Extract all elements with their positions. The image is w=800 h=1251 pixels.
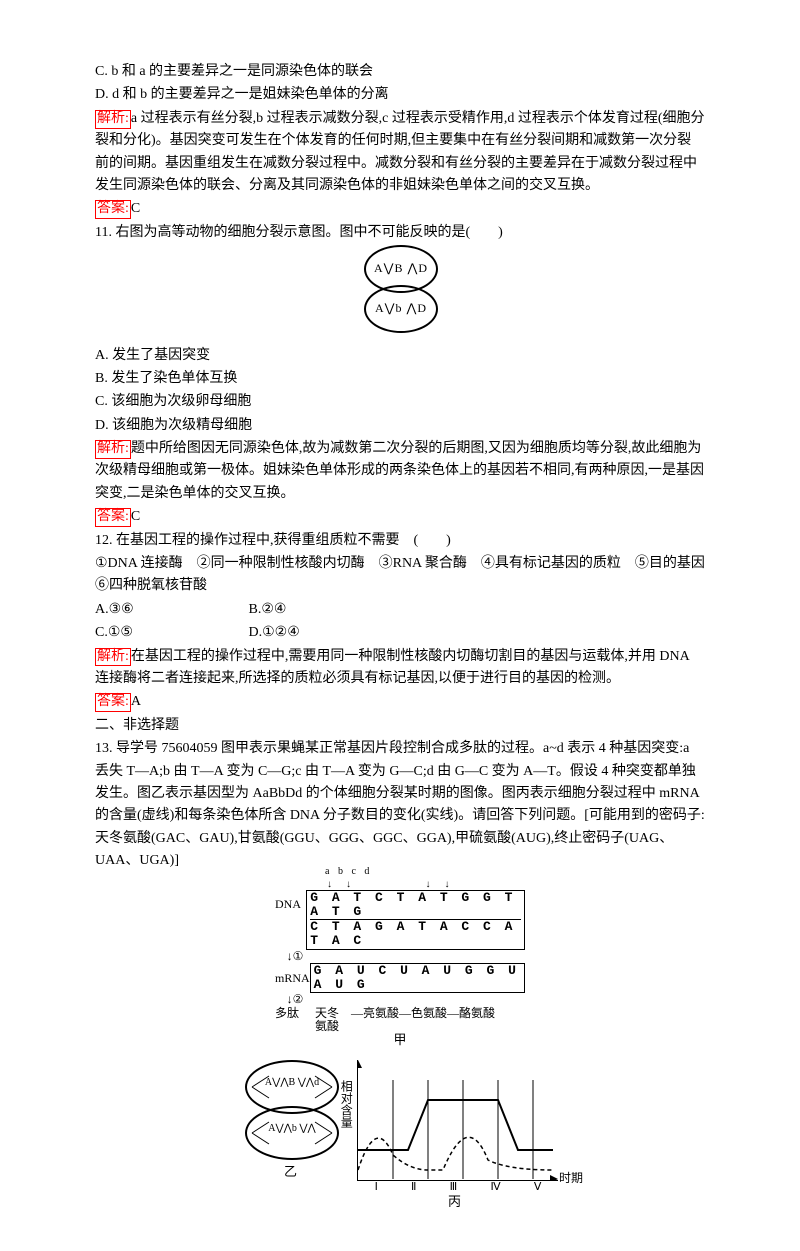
- answer-tag: 答案:: [95, 693, 131, 712]
- q11-option-c: C. 该细胞为次级卵母细胞: [95, 391, 705, 413]
- q11-answer: 答案:C: [95, 506, 705, 528]
- explain-tag: 解析:: [95, 440, 131, 459]
- q11-explain-text: 题中所给图因无同源染色体,故为减数第二次分裂的后期图,又因为细胞质均等分裂,故此…: [95, 441, 704, 501]
- q11-answer-value: C: [131, 509, 140, 524]
- q13-figure-jia: ↓ ↓ ↓ ↓ a b c d DNA G A T C T A T G G T …: [95, 879, 705, 1053]
- q10-answer: 答案:C: [95, 198, 705, 220]
- fig-a-markers: ↓ ↓ ↓ ↓: [275, 879, 525, 890]
- q11-option-d: D. 该细胞为次级精母细胞: [95, 415, 705, 437]
- fig-yi-cell2: A⋁⋀b ⋁⋀: [245, 1106, 339, 1160]
- fig-bing-caption: 丙: [448, 1192, 461, 1213]
- q13-figure-yi: A⋁⋀B ⋁⋀d A⋁⋀b ⋁⋀ 乙: [242, 1060, 342, 1180]
- fig-a-dna-top: G A T C T A T G G T A T G: [310, 891, 521, 921]
- q10-option-d: D. d 和 b 的主要差异之一是姐妹染色单体的分离: [95, 84, 705, 106]
- q12-options-row1: A.③⑥ B.②④: [95, 599, 705, 621]
- fig-bing-plot: [358, 1060, 558, 1180]
- q12-answer-value: A: [131, 694, 141, 709]
- q12-items: ①DNA 连接酶 ②同一种限制性核酸内切酶 ③RNA 聚合酶 ④具有标记基因的质…: [95, 553, 705, 598]
- q11-option-b: B. 发生了染色单体互换: [95, 368, 705, 390]
- q11-stem: 11. 右图为高等动物的细胞分裂示意图。图中不可能反映的是( ): [95, 222, 705, 244]
- fig-a-peptide-1: 氨酸: [315, 1020, 339, 1033]
- q10-explain: 解析:a 过程表示有丝分裂,b 过程表示减数分裂,c 过程表示受精作用,d 过程…: [95, 108, 705, 198]
- answer-tag: 答案:: [95, 200, 131, 219]
- q12-option-d: D.①②④: [249, 625, 300, 640]
- q11-cell-bottom: A⋁b ⋀D: [364, 285, 438, 333]
- q13-stem: 13. 导学号 75604059 图甲表示果蝇某正常基因片段控制合成多肽的过程。…: [95, 738, 705, 872]
- q12-options-row2: C.①⑤ D.①②④: [95, 622, 705, 644]
- q12-explain-text: 在基因工程的操作过程中,需要用同一种限制性核酸内切酶切割目的基因与运载体,并用 …: [95, 649, 689, 686]
- fig-a-mrna-label: mRNA: [275, 972, 310, 985]
- fig-a-dna-bot: C T A G A T A C C A T A C: [310, 920, 521, 949]
- answer-tag: 答案:: [95, 508, 131, 527]
- document-page: C. b 和 a 的主要差异之一是同源染色体的联会 D. d 和 b 的主要差异…: [0, 0, 800, 1251]
- q12-stem: 12. 在基因工程的操作过程中,获得重组质粒不需要 ( ): [95, 530, 705, 552]
- explain-tag: 解析:: [95, 648, 131, 667]
- q11-explain: 解析:题中所给图因无同源染色体,故为减数第二次分裂的后期图,又因为细胞质均等分裂…: [95, 438, 705, 505]
- fig-a-caption: 甲: [275, 1033, 525, 1047]
- q12-explain: 解析:在基因工程的操作过程中,需要用同一种限制性核酸内切酶切割目的基因与运载体,…: [95, 646, 705, 691]
- fig-bing-x-label: 时期: [559, 1169, 583, 1188]
- q12-answer: 答案:A: [95, 691, 705, 713]
- q11-figure: A⋁B ⋀D A⋁b ⋀D: [95, 245, 705, 343]
- q13-figure-bing: 相对含量 时期 Ⅰ Ⅱ Ⅲ: [357, 1060, 558, 1181]
- explain-tag: 解析:: [95, 110, 131, 129]
- q12-option-c: C.①⑤: [95, 622, 245, 644]
- fig-a-mrna: G A U C U A U G G U A U G: [314, 964, 521, 993]
- fig-a-peptide: 天冬 —亮氨酸—色氨酸—酪氨酸: [315, 1007, 495, 1020]
- section-2-title: 二、非选择题: [95, 715, 705, 737]
- q10-option-c: C. b 和 a 的主要差异之一是同源染色体的联会: [95, 61, 705, 83]
- fig-a-dna-label: DNA: [275, 898, 306, 911]
- q12-option-a: A.③⑥: [95, 599, 245, 621]
- fig-bing-y-label: 相对含量: [336, 1080, 355, 1128]
- q11-option-a: A. 发生了基因突变: [95, 345, 705, 367]
- fig-yi-caption: 乙: [284, 1162, 297, 1183]
- fig-a-arrow-1: ↓①: [275, 950, 315, 963]
- q12-option-b: B.②④: [249, 602, 287, 617]
- q13-bottom-figures: A⋁⋀B ⋁⋀d A⋁⋀b ⋁⋀ 乙 相对含量 时期: [95, 1060, 705, 1211]
- q10-answer-value: C: [131, 201, 140, 216]
- fig-a-peptide-label: 多肽: [275, 1007, 315, 1020]
- fig-a-arrow-2: ↓②: [275, 993, 315, 1006]
- q10-explain-text: a 过程表示有丝分裂,b 过程表示减数分裂,c 过程表示受精作用,d 过程表示个…: [95, 111, 704, 193]
